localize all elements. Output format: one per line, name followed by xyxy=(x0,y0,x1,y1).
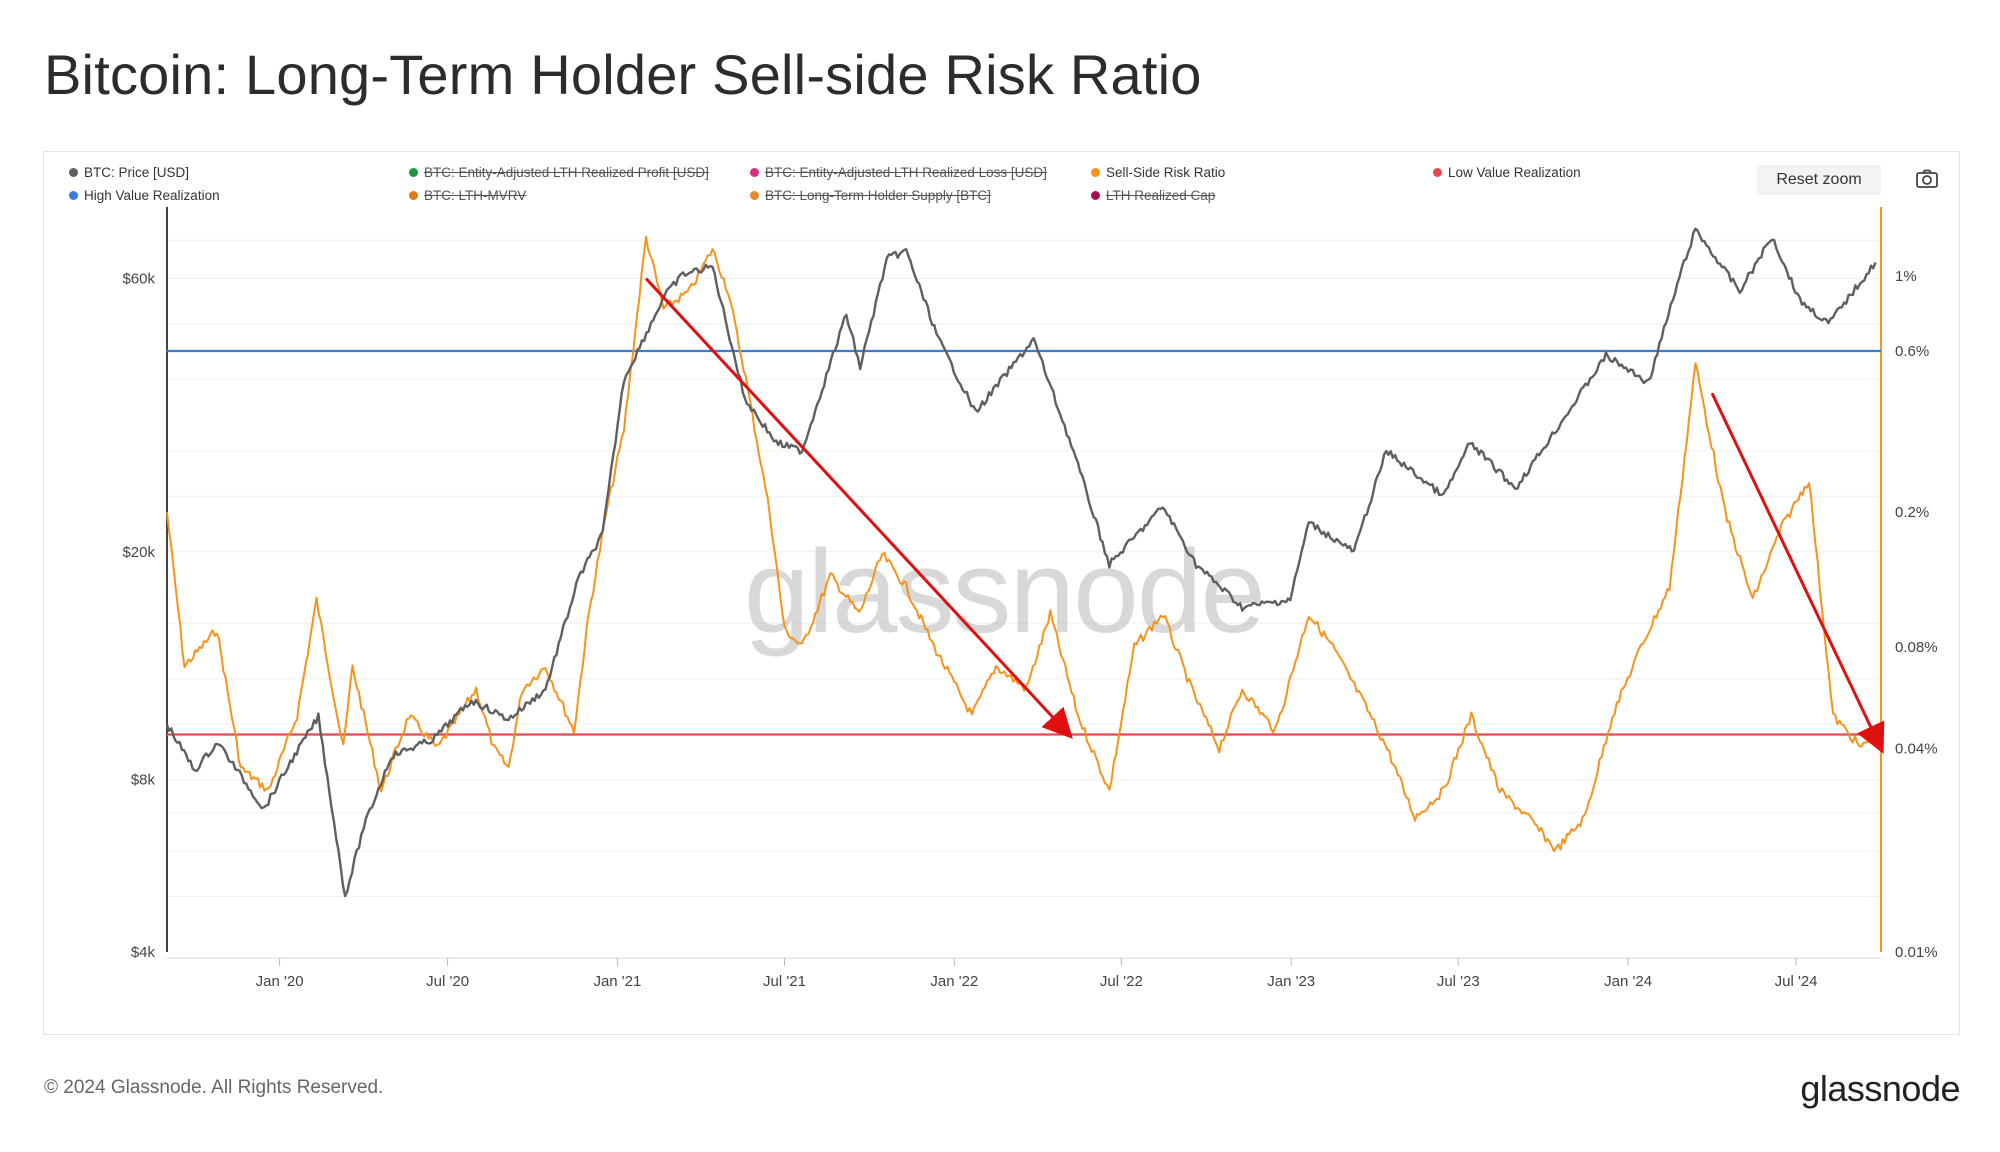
legend-dot-icon xyxy=(750,191,759,200)
legend-label: Low Value Realization xyxy=(1448,165,1581,180)
legend-item[interactable]: LTH Realized Cap xyxy=(1091,188,1215,203)
glassnode-logo: glassnode xyxy=(1800,1068,1960,1109)
y-right-tick-label: 0.01% xyxy=(1895,944,1938,961)
legend-item[interactable]: BTC: Entity-Adjusted LTH Realized Profit… xyxy=(409,165,709,180)
legend-item[interactable]: Low Value Realization xyxy=(1433,165,1581,180)
camera-icon[interactable] xyxy=(1914,166,1940,192)
copyright-text: © 2024 Glassnode. All Rights Reserved. xyxy=(44,1077,384,1098)
legend-dot-icon xyxy=(69,168,78,177)
legend-dot-icon xyxy=(1433,168,1442,177)
x-tick-label: Jan '22 xyxy=(930,973,978,990)
legend-item[interactable]: BTC: LTH-MVRV xyxy=(409,188,526,203)
legend-label: High Value Realization xyxy=(84,188,220,203)
x-tick-label: Jul '20 xyxy=(426,973,469,990)
legend-label: BTC: Entity-Adjusted LTH Realized Loss [… xyxy=(765,165,1047,180)
legend-item[interactable]: High Value Realization xyxy=(69,188,220,203)
chart-plot[interactable]: glassnode $4k $8k $20k $60k 0.01% 0.04% 0.08% 0.… xyxy=(44,152,1959,1034)
x-tick-label: Jan '24 xyxy=(1604,973,1652,990)
y-right-tick-label: 0.6% xyxy=(1895,343,1929,360)
chart-container: BTC: Price [USD] BTC: Entity-Adjusted LTH… xyxy=(43,151,1960,1035)
legend-label: LTH Realized Cap xyxy=(1106,188,1216,203)
legend-label: BTC: Price [USD] xyxy=(84,165,190,180)
y-right-tick-label: 0.08% xyxy=(1895,639,1938,656)
legend-label: BTC: LTH-MVRV xyxy=(424,188,527,203)
y-left-tick-label: $4k xyxy=(131,944,156,961)
legend-item[interactable]: Sell-Side Risk Ratio xyxy=(1091,165,1225,180)
reset-zoom-button[interactable]: Reset zoom xyxy=(1757,165,1881,195)
y-right-tick-label: 1% xyxy=(1895,268,1917,285)
legend-dot-icon xyxy=(750,168,759,177)
y-left-tick-label: $60k xyxy=(122,271,155,288)
y-left-tick-label: $20k xyxy=(122,544,155,561)
x-tick-label: Jul '22 xyxy=(1100,973,1143,990)
x-tick-label: Jan '23 xyxy=(1267,973,1315,990)
legend-dot-icon xyxy=(1091,191,1100,200)
legend-dot-icon xyxy=(409,191,418,200)
y-right-tick-label: 0.2% xyxy=(1895,504,1929,521)
legend-label: BTC: Long-Term Holder Supply [BTC] xyxy=(765,188,991,203)
x-tick-label: Jul '21 xyxy=(763,973,806,990)
page-title: Bitcoin: Long-Term Holder Sell-side Risk… xyxy=(44,43,1202,106)
trend-arrow xyxy=(1710,392,1885,754)
watermark: glassnode xyxy=(744,526,1264,658)
x-tick-label: Jul '23 xyxy=(1437,973,1480,990)
legend-label: Sell-Side Risk Ratio xyxy=(1106,165,1226,180)
btc-price-line xyxy=(165,227,1877,898)
legend-dot-icon xyxy=(69,191,78,200)
trend-arrow xyxy=(644,277,1073,739)
y-right-tick-label: 0.04% xyxy=(1895,741,1938,758)
x-tick-label: Jan '21 xyxy=(593,973,641,990)
chart-legend: BTC: Price [USD] BTC: Entity-Adjusted LTH… xyxy=(44,152,1804,212)
y-left-tick-label: $8k xyxy=(131,772,156,789)
x-tick-label: Jan '20 xyxy=(256,973,304,990)
legend-item[interactable]: BTC: Long-Term Holder Supply [BTC] xyxy=(750,188,991,203)
legend-dot-icon xyxy=(409,168,418,177)
legend-item[interactable]: BTC: Price [USD] xyxy=(69,165,189,180)
legend-item[interactable]: BTC: Entity-Adjusted LTH Realized Loss [… xyxy=(750,165,1047,180)
legend-label: BTC: Entity-Adjusted LTH Realized Profit… xyxy=(424,165,709,180)
x-tick-label: Jul '24 xyxy=(1775,973,1818,990)
legend-dot-icon xyxy=(1091,168,1100,177)
